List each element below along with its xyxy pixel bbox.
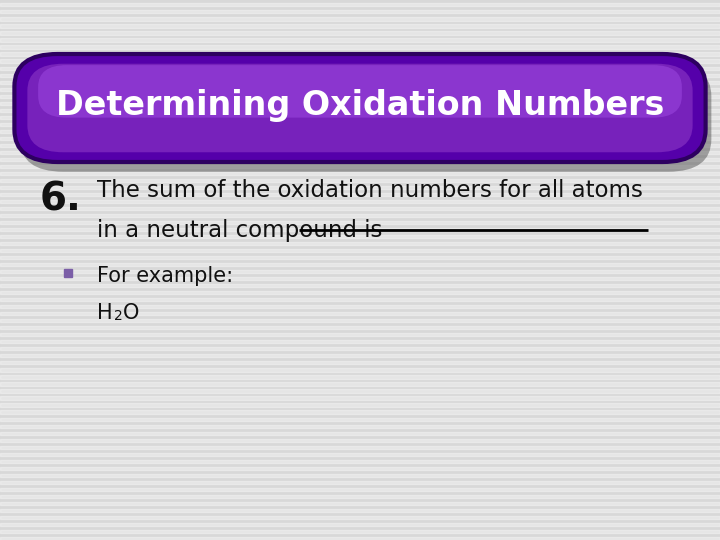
Bar bbox=[0, 467, 720, 470]
Bar bbox=[0, 38, 720, 42]
FancyBboxPatch shape bbox=[20, 64, 711, 172]
Bar bbox=[0, 368, 720, 372]
Bar bbox=[0, 298, 720, 301]
Bar bbox=[0, 460, 720, 463]
Bar bbox=[0, 410, 720, 414]
Bar bbox=[0, 151, 720, 154]
Bar bbox=[0, 403, 720, 407]
Bar bbox=[0, 116, 720, 119]
Bar bbox=[0, 52, 720, 56]
Bar bbox=[0, 3, 720, 6]
Bar bbox=[0, 31, 720, 35]
Bar bbox=[0, 312, 720, 315]
Bar bbox=[0, 24, 720, 28]
Bar bbox=[0, 424, 720, 428]
Bar bbox=[0, 214, 720, 217]
Bar bbox=[0, 45, 720, 49]
Bar bbox=[0, 102, 720, 105]
Bar bbox=[0, 417, 720, 421]
FancyBboxPatch shape bbox=[14, 54, 706, 162]
Bar bbox=[0, 453, 720, 456]
Bar bbox=[0, 481, 720, 484]
Bar bbox=[0, 186, 720, 189]
Bar bbox=[0, 530, 720, 533]
Bar bbox=[0, 123, 720, 126]
FancyBboxPatch shape bbox=[38, 65, 682, 118]
Bar bbox=[0, 256, 720, 259]
Bar bbox=[0, 137, 720, 140]
Bar bbox=[0, 291, 720, 294]
Bar bbox=[0, 509, 720, 512]
Bar bbox=[0, 263, 720, 266]
Bar bbox=[0, 87, 720, 91]
Bar bbox=[0, 94, 720, 98]
Bar bbox=[0, 375, 720, 379]
Text: The sum of the oxidation numbers for all atoms: The sum of the oxidation numbers for all… bbox=[97, 179, 643, 202]
Bar bbox=[0, 277, 720, 280]
Bar bbox=[0, 158, 720, 161]
Bar bbox=[0, 354, 720, 357]
Bar bbox=[0, 193, 720, 196]
Bar bbox=[0, 284, 720, 287]
Bar bbox=[0, 66, 720, 70]
Bar bbox=[0, 242, 720, 245]
Text: H: H bbox=[97, 303, 113, 323]
Bar bbox=[0, 340, 720, 343]
Text: 6.: 6. bbox=[40, 181, 81, 219]
Text: Determining Oxidation Numbers: Determining Oxidation Numbers bbox=[56, 89, 664, 122]
Bar bbox=[0, 73, 720, 77]
Bar bbox=[0, 172, 720, 175]
Bar bbox=[0, 361, 720, 365]
Bar bbox=[0, 389, 720, 393]
Bar bbox=[0, 165, 720, 168]
Bar bbox=[0, 347, 720, 350]
Text: O: O bbox=[122, 303, 139, 323]
Bar bbox=[0, 382, 720, 386]
Bar bbox=[0, 488, 720, 491]
Bar bbox=[0, 109, 720, 112]
Bar bbox=[0, 326, 720, 329]
Bar bbox=[0, 130, 720, 133]
Bar bbox=[0, 80, 720, 84]
Bar bbox=[0, 144, 720, 147]
Bar bbox=[0, 221, 720, 224]
Text: 2: 2 bbox=[114, 309, 122, 323]
Bar bbox=[0, 333, 720, 336]
Bar bbox=[0, 396, 720, 400]
Bar bbox=[0, 319, 720, 322]
Bar bbox=[0, 438, 720, 442]
Bar bbox=[0, 495, 720, 498]
FancyBboxPatch shape bbox=[27, 64, 693, 152]
Bar bbox=[0, 446, 720, 449]
Bar bbox=[0, 516, 720, 519]
Bar bbox=[0, 431, 720, 435]
Bar bbox=[0, 523, 720, 526]
Bar bbox=[0, 249, 720, 252]
Bar bbox=[0, 270, 720, 273]
Bar bbox=[0, 537, 720, 540]
Bar bbox=[0, 235, 720, 238]
Bar bbox=[0, 200, 720, 203]
Bar bbox=[0, 502, 720, 505]
Bar bbox=[0, 305, 720, 308]
Bar bbox=[0, 17, 720, 21]
Text: For example:: For example: bbox=[97, 266, 233, 286]
Bar bbox=[0, 474, 720, 477]
Bar bbox=[0, 228, 720, 231]
Text: in a neutral compound is: in a neutral compound is bbox=[97, 219, 390, 242]
Bar bbox=[0, 207, 720, 210]
Bar bbox=[0, 10, 720, 14]
Bar bbox=[0, 59, 720, 63]
Bar bbox=[0, 179, 720, 182]
